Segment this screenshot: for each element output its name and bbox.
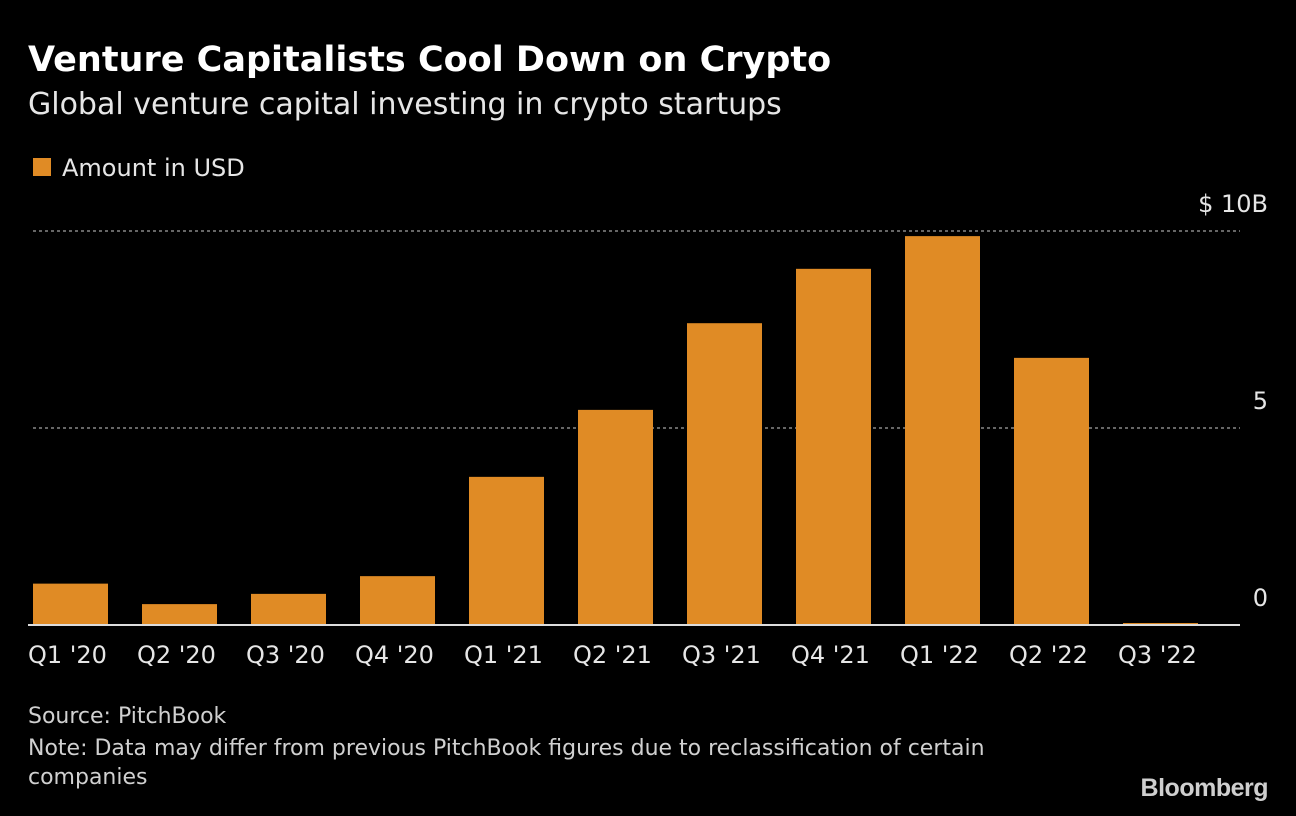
bar [687, 323, 762, 625]
x-tick-label: Q2 '21 [573, 641, 652, 669]
x-tick-label: Q2 '20 [137, 641, 216, 669]
chart-subtitle: Global venture capital investing in cryp… [28, 87, 782, 122]
brand: Bloomberg [1140, 774, 1269, 802]
x-tick-label: Q3 '21 [682, 641, 761, 669]
x-tick-label: Q4 '21 [791, 641, 870, 669]
y-tick-label: 0 [1253, 584, 1268, 612]
y-tick-label: $ 10B [1198, 190, 1268, 218]
x-tick-label: Q1 '22 [900, 641, 979, 669]
note: Note: Data may differ from previous Pitc… [28, 736, 985, 790]
bar [469, 476, 544, 625]
x-tick-label: Q3 '20 [246, 641, 325, 669]
y-tick-label: 5 [1253, 387, 1268, 415]
bar [33, 583, 108, 625]
legend-swatch [33, 158, 51, 176]
x-tick-label: Q1 '21 [464, 641, 543, 669]
bar [796, 268, 871, 625]
bar [142, 604, 217, 625]
source: Source: PitchBook [28, 704, 227, 729]
x-tick-label: Q2 '22 [1009, 641, 1088, 669]
chart-title: Venture Capitalists Cool Down on Crypto [28, 40, 832, 80]
bar [1014, 357, 1089, 625]
x-tick-label: Q3 '22 [1118, 641, 1197, 669]
x-tick-label: Q4 '20 [355, 641, 434, 669]
x-tick-label: Q1 '20 [28, 641, 107, 669]
bar [905, 236, 980, 625]
legend-label: Amount in USD [62, 154, 245, 182]
bar [251, 593, 326, 625]
bar [360, 576, 435, 625]
bar [578, 409, 653, 625]
